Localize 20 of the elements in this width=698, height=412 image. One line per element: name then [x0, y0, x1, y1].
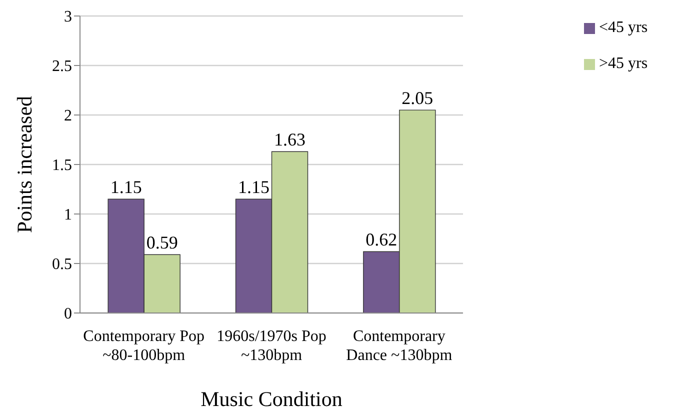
y-tick-label: 3	[64, 8, 72, 26]
y-tick-label: 0	[64, 306, 72, 323]
y-tick-label: 2.5	[52, 58, 72, 76]
y-tick-label: 1	[64, 206, 72, 224]
legend-label: <45 yrs	[599, 19, 648, 36]
x-axis-title: Music Condition	[200, 387, 343, 411]
x-tick-label: 1960s/1970s Pop ~130bpm	[216, 328, 326, 364]
x-tick-label: Contemporary Pop ~80-100bpm	[83, 328, 204, 364]
y-tick-label: 1.5	[52, 157, 72, 174]
y-tick-label: 2	[64, 108, 72, 125]
y-axis-title: Points increased	[12, 95, 36, 234]
x-tick-label: Contemporary Dance ~130bpm	[346, 328, 453, 364]
y-tick-label: 0.5	[52, 256, 72, 274]
data-label: 1.15	[110, 177, 142, 198]
data-label: 0.59	[146, 232, 178, 253]
data-label: 1.63	[274, 130, 306, 150]
data-label: 0.62	[366, 230, 398, 250]
legend-label: >45 yrs	[599, 55, 648, 72]
data-label: 2.05	[402, 88, 434, 108]
data-label: 1.15	[238, 177, 270, 198]
